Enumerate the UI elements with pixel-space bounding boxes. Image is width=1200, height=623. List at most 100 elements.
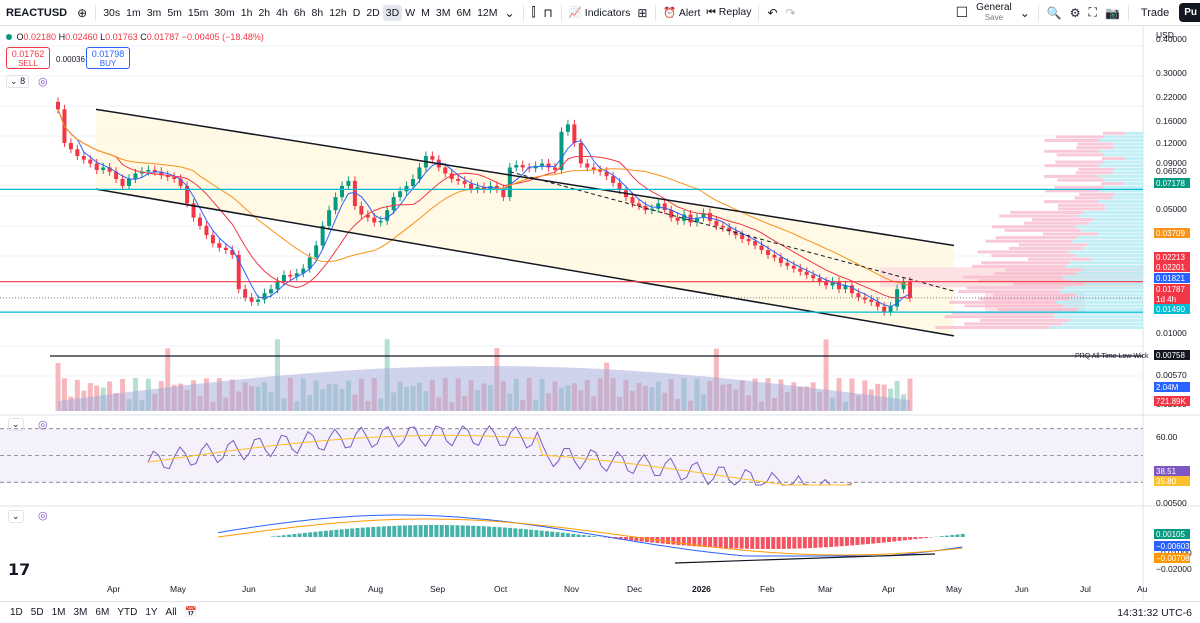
buy-button[interactable]: 0.01798 BUY <box>86 47 130 69</box>
range-5d[interactable]: 5D <box>30 607 44 618</box>
range-3m[interactable]: 3M <box>73 607 88 618</box>
profile-bar-up <box>1068 279 1143 283</box>
publish-button[interactable]: Pu <box>1179 3 1200 22</box>
low-value: 0.01763 <box>105 32 138 42</box>
macd-histogram-bar <box>339 529 344 537</box>
redo-icon[interactable]: ↷ <box>785 5 796 20</box>
date-range-icon[interactable]: 📅 <box>184 607 198 618</box>
candle-body <box>578 142 583 164</box>
rsi-settings-icon[interactable]: ◎ <box>38 419 48 431</box>
undo-icon[interactable]: ↶ <box>767 5 778 20</box>
interval-d[interactable]: D <box>352 6 361 19</box>
layout-icon[interactable]: ☐ <box>955 4 969 20</box>
candle-body <box>746 239 751 242</box>
interval-15m[interactable]: 15m <box>187 6 209 19</box>
chevron-down-icon[interactable]: ⌄ <box>504 5 515 20</box>
interval-3d[interactable]: 3D <box>382 4 403 21</box>
toolbar-divider <box>655 4 657 21</box>
macd-histogram-bar <box>502 527 507 537</box>
interval-3m[interactable]: 3m <box>146 6 162 19</box>
volume-bar <box>61 378 67 411</box>
price-tag-label: 0.01490 <box>1156 305 1185 314</box>
interval-12h[interactable]: 12h <box>329 6 347 19</box>
interval-3m[interactable]: 3M <box>435 6 451 19</box>
range-ytd[interactable]: YTD <box>117 607 138 618</box>
price-tag-label: 0.01787 <box>1156 285 1185 294</box>
indicators-button[interactable]: 📈 Indicators <box>566 4 634 21</box>
moving-average-line <box>57 109 911 308</box>
rsi-line <box>147 425 853 486</box>
interval-30m[interactable]: 30m <box>214 6 235 19</box>
chart-canvas[interactable]: 0.40000 0.30000 0.22000 0.16000 0.12000 0.090… <box>0 26 1200 601</box>
interval-30s[interactable]: 30s <box>103 6 121 19</box>
time-tick: Mar <box>818 584 833 594</box>
settings-gear-icon[interactable]: ⚙ <box>1069 5 1081 20</box>
profile-bar-down <box>1056 153 1105 157</box>
interval-1h[interactable]: 1h <box>240 6 253 19</box>
candles-icon[interactable]: ⫿ <box>531 5 536 19</box>
interval-4h[interactable]: 4h <box>276 6 288 19</box>
bars-icon[interactable]: ⊓ <box>543 5 553 20</box>
macd-settings-icon[interactable]: ◎ <box>38 510 48 522</box>
profile-bar-up <box>1103 185 1143 189</box>
macd-histogram-bar <box>534 530 539 537</box>
time-axis[interactable]: Apr May Jun Jul Aug Sep Oct Nov Dec 2026 Feb Mar Apr… <box>107 584 1148 594</box>
candle-body <box>849 285 854 294</box>
macd-histogram-bar <box>729 537 734 549</box>
toolbar-divider <box>1037 4 1039 21</box>
chevron-down-icon[interactable]: ⌄ <box>1019 5 1030 20</box>
candle-body <box>404 185 409 192</box>
interval-8h[interactable]: 8h <box>311 6 324 19</box>
candle-body <box>359 206 364 215</box>
range-1d[interactable]: 1D <box>10 607 23 618</box>
toolbar-divider <box>758 4 760 21</box>
interval-12m[interactable]: 12M <box>477 6 498 19</box>
profile-bar-up <box>1072 239 1143 243</box>
symbol-search-button[interactable]: REACTUSD <box>6 6 68 19</box>
alert-button[interactable]: ⏰ Alert <box>660 4 703 21</box>
candle-body <box>114 171 119 179</box>
range-all[interactable]: All <box>165 607 177 618</box>
interval-6h[interactable]: 6h <box>293 6 306 19</box>
macd-histogram-bar <box>292 534 297 537</box>
templates-icon[interactable]: ⊞ <box>637 5 648 20</box>
macd-collapse-icon[interactable]: ⌄ <box>8 510 24 523</box>
compare-icon[interactable]: ⊕ <box>77 5 88 20</box>
interval-2h[interactable]: 2h <box>258 6 271 19</box>
interval-w[interactable]: W <box>405 6 416 19</box>
interval-m[interactable]: M <box>421 6 430 19</box>
price-axis[interactable]: 0.40000 0.30000 0.22000 0.16000 0.12000 0.090… <box>1154 30 1192 574</box>
replay-button[interactable]: ⏮ Replay <box>703 4 754 21</box>
macd-histogram-bar <box>350 528 355 537</box>
macd-histogram-bar <box>744 537 749 549</box>
price-tick: 0.22000 <box>1156 92 1187 102</box>
tradingview-logo-icon[interactable]: 𝟭𝟳 <box>8 562 31 579</box>
profile-bar-down <box>1100 182 1125 186</box>
sell-button[interactable]: 0.01762 SELL <box>6 47 50 69</box>
range-1m[interactable]: 1M <box>51 607 66 618</box>
rsi-collapse-icon[interactable]: ⌄ <box>8 418 24 431</box>
range-6m[interactable]: 6M <box>95 607 110 618</box>
candle-body <box>727 227 732 232</box>
time-tick: May <box>170 584 187 594</box>
profile-bar-down <box>964 322 1063 326</box>
profile-bar-down <box>1076 146 1114 150</box>
interval-5m[interactable]: 5m <box>167 6 182 19</box>
interval-1m[interactable]: 1m <box>126 6 141 19</box>
fullscreen-icon[interactable]: ⛶ <box>1088 5 1097 19</box>
candle-body <box>120 178 125 186</box>
interval-6m[interactable]: 6M <box>456 6 472 19</box>
quick-search-icon[interactable]: 🔍 <box>1046 5 1062 20</box>
macd-histogram-bar <box>508 527 513 537</box>
indicator-settings-icon[interactable]: ◎ <box>38 76 48 88</box>
trade-button[interactable]: Trade <box>1140 6 1170 19</box>
macd-histogram-bar <box>887 537 892 543</box>
interval-2d[interactable]: 2D <box>366 6 380 19</box>
indicator-toggle[interactable]: ⌄ 8 <box>6 75 30 88</box>
candle-body <box>94 163 99 170</box>
range-1y[interactable]: 1Y <box>145 607 158 618</box>
layout-name-button[interactable]: General Save <box>972 2 1016 23</box>
camera-icon[interactable]: 📷 <box>1104 5 1120 20</box>
profile-bar-up <box>1098 138 1143 142</box>
macd-histogram-bar <box>455 525 460 537</box>
